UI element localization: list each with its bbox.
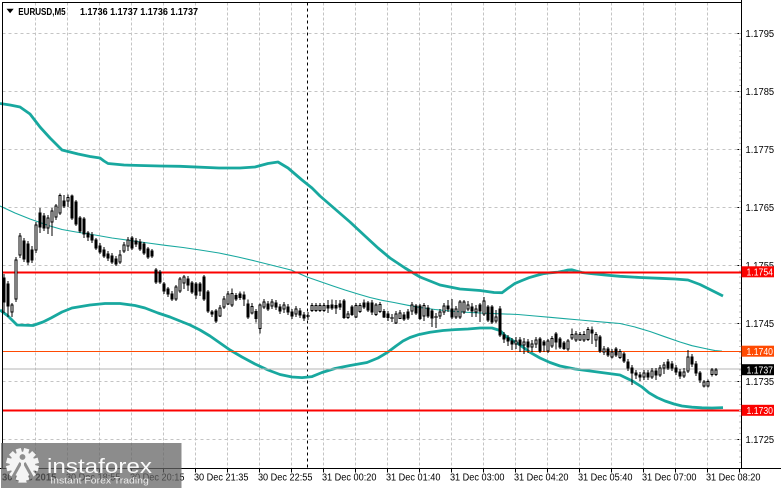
- svg-text:31 Dec 08:20: 31 Dec 08:20: [706, 473, 761, 484]
- svg-text:1.1725: 1.1725: [746, 435, 775, 446]
- svg-text:31 Dec 05:40: 31 Dec 05:40: [578, 473, 633, 484]
- svg-text:1.1737: 1.1737: [747, 365, 774, 376]
- svg-text:1.1736 1.1737 1.1736 1.1737: 1.1736 1.1737 1.1736 1.1737: [80, 6, 198, 18]
- svg-text:1.1735: 1.1735: [746, 377, 775, 388]
- svg-text:31 Dec 07:00: 31 Dec 07:00: [642, 473, 697, 484]
- svg-text:30 Dec 21:35: 30 Dec 21:35: [194, 473, 249, 484]
- svg-text:1.1775: 1.1775: [746, 145, 775, 156]
- svg-text:1.1745: 1.1745: [746, 319, 775, 330]
- svg-text:1.1754: 1.1754: [747, 267, 774, 278]
- svg-text:31 Dec 01:40: 31 Dec 01:40: [386, 473, 441, 484]
- svg-text:1.1785: 1.1785: [746, 87, 775, 98]
- svg-text:1.1795: 1.1795: [746, 29, 775, 40]
- svg-text:EURUSD,M5: EURUSD,M5: [18, 6, 65, 18]
- svg-text:30 Dec 22:55: 30 Dec 22:55: [258, 473, 313, 484]
- svg-text:1.1730: 1.1730: [747, 406, 774, 417]
- svg-text:instaforex: instaforex: [47, 455, 153, 478]
- svg-text:1.1765: 1.1765: [746, 203, 775, 214]
- svg-text:31 Dec 00:20: 31 Dec 00:20: [322, 473, 377, 484]
- svg-text:1.1740: 1.1740: [747, 347, 774, 358]
- svg-text:31 Dec 04:20: 31 Dec 04:20: [514, 473, 569, 484]
- svg-text:31 Dec 03:00: 31 Dec 03:00: [450, 473, 505, 484]
- svg-text:Instant Forex Trading: Instant Forex Trading: [50, 476, 149, 486]
